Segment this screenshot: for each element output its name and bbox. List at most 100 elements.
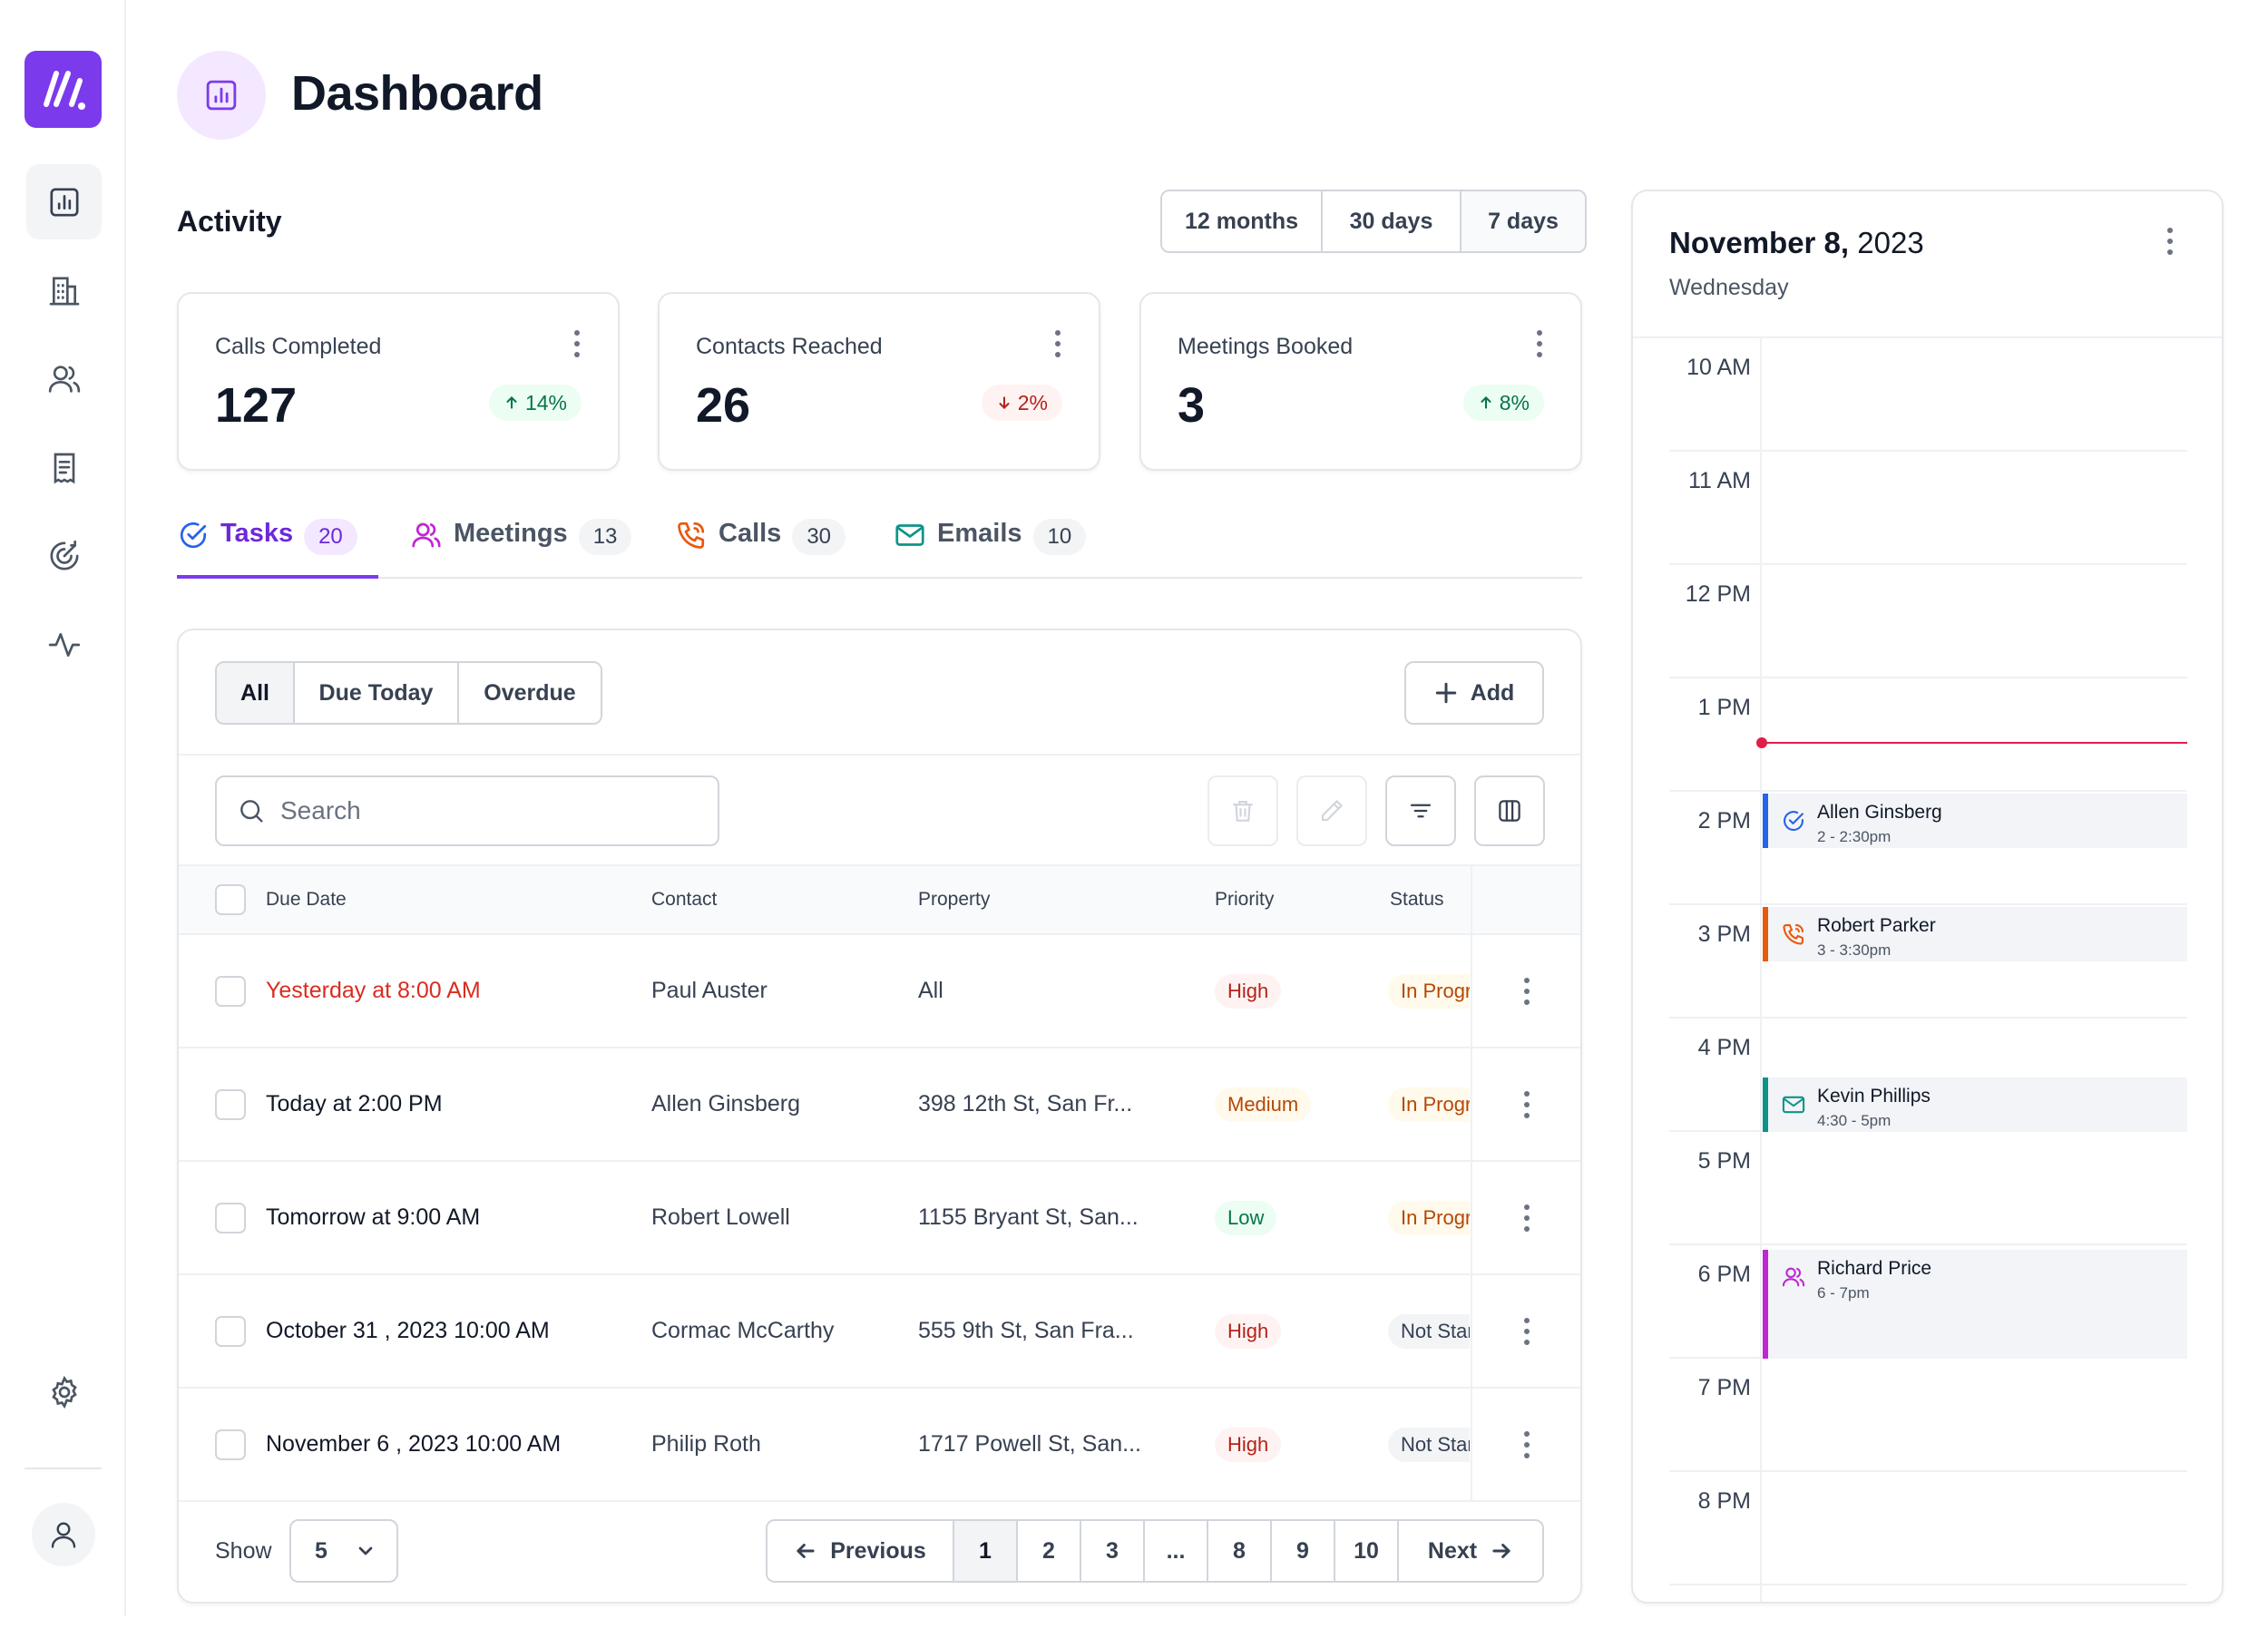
hour-line [1669, 677, 2187, 678]
property-cell: 1717 Powell St, San... [918, 1431, 1141, 1457]
contact-cell: Philip Roth [651, 1431, 761, 1457]
more-options-icon[interactable] [1535, 330, 1544, 357]
range-7-days-button[interactable]: 7 days [1461, 191, 1585, 251]
columns-button[interactable] [1474, 775, 1545, 846]
more-options-icon[interactable] [572, 330, 582, 357]
nav-activity[interactable] [26, 607, 102, 682]
logo-icon [43, 70, 85, 110]
calendar-event-task[interactable]: Allen Ginsberg 2 - 2:30pm [1763, 794, 2187, 848]
stat-value: 26 [696, 378, 751, 433]
page-button-1[interactable]: 1 [954, 1521, 1018, 1581]
column-header-due-date[interactable]: Due Date [266, 889, 347, 910]
app-logo[interactable] [24, 51, 102, 128]
tab-calls[interactable]: Calls 30 [675, 512, 846, 579]
page-size-select[interactable]: 5 [289, 1519, 398, 1583]
search-input[interactable] [280, 796, 679, 825]
hour-label: 12 PM [1685, 581, 1751, 607]
more-options-icon [1522, 1204, 1531, 1232]
add-task-button[interactable]: Add [1404, 661, 1544, 725]
hour-label: 6 PM [1697, 1262, 1751, 1287]
nav-properties[interactable] [26, 253, 102, 328]
column-header-property[interactable]: Property [918, 889, 991, 910]
filter-due-today-button[interactable]: Due Today [295, 663, 459, 723]
row-checkbox[interactable] [215, 1203, 246, 1233]
current-time-indicator [1763, 742, 2187, 744]
select-all-checkbox[interactable] [215, 884, 246, 915]
nav-contacts[interactable] [26, 341, 102, 416]
filter-button[interactable] [1385, 775, 1456, 846]
filter-overdue-button[interactable]: Overdue [459, 663, 601, 723]
filter-lines-icon [1410, 804, 1432, 818]
table-row[interactable]: November 6 , 2023 10:00 AM Philip Roth 1… [179, 1389, 1580, 1502]
stat-change-value: 14% [524, 390, 567, 414]
more-options-icon [1522, 1317, 1531, 1345]
calendar-event-call[interactable]: Robert Parker 3 - 3:30pm [1763, 907, 2187, 961]
filter-all-button[interactable]: All [217, 663, 295, 723]
nav-documents[interactable] [26, 430, 102, 505]
range-30-days-button[interactable]: 30 days [1323, 191, 1461, 251]
row-actions-button[interactable] [1471, 1389, 1580, 1500]
pagination: Previous 1 2 3 ... 8 9 10 Next [766, 1519, 1544, 1583]
event-title: Robert Parker [1817, 915, 1936, 936]
table-header-actions [1471, 866, 1580, 933]
delete-button[interactable] [1207, 775, 1278, 846]
tab-count: 20 [304, 519, 357, 555]
tab-label: Calls [719, 519, 782, 548]
table-header: Due Date Contact Property Priority Statu… [179, 864, 1580, 935]
priority-cell: Low [1215, 1162, 1277, 1273]
status-badge: Not Started [1388, 1313, 1470, 1349]
nav-dashboard[interactable] [26, 164, 102, 239]
row-checkbox[interactable] [215, 976, 246, 1007]
hour-line [1669, 1243, 2187, 1245]
nav-settings[interactable] [26, 1354, 102, 1429]
row-actions-button[interactable] [1471, 1162, 1580, 1273]
sidebar-divider [24, 1467, 102, 1469]
tab-tasks[interactable]: Tasks 20 [177, 512, 378, 579]
tab-meetings[interactable]: Meetings 13 [410, 512, 632, 579]
table-row[interactable]: Yesterday at 8:00 AM Paul Auster All Hig… [179, 935, 1580, 1048]
next-page-button[interactable]: Next [1399, 1521, 1542, 1581]
pulse-icon [48, 632, 80, 657]
row-actions-button[interactable] [1471, 1275, 1580, 1387]
row-checkbox[interactable] [215, 1429, 246, 1460]
column-header-priority[interactable]: Priority [1215, 889, 1275, 910]
page-button-8[interactable]: 8 [1208, 1521, 1272, 1581]
previous-page-button[interactable]: Previous [767, 1521, 954, 1581]
row-checkbox[interactable] [215, 1089, 246, 1120]
contact-cell: Paul Auster [651, 978, 767, 1003]
contact-cell: Allen Ginsberg [651, 1091, 800, 1116]
table-row[interactable]: Tomorrow at 9:00 AM Robert Lowell 1155 B… [179, 1162, 1580, 1275]
table-row[interactable]: Today at 2:00 PM Allen Ginsberg 398 12th… [179, 1048, 1580, 1162]
property-cell: 555 9th St, San Fra... [918, 1318, 1134, 1343]
row-checkbox[interactable] [215, 1316, 246, 1347]
page-button-9[interactable]: 9 [1272, 1521, 1335, 1581]
stat-change-badge: 2% [981, 385, 1062, 421]
column-header-status[interactable]: Status [1390, 889, 1444, 910]
add-label: Add [1470, 679, 1515, 706]
edit-button[interactable] [1296, 775, 1367, 846]
page-button-10[interactable]: 10 [1335, 1521, 1399, 1581]
check-circle-icon [1784, 811, 1804, 832]
more-options-icon[interactable] [2165, 228, 2175, 255]
more-options-icon [1522, 1090, 1531, 1118]
calendar-event-meeting[interactable]: Richard Price 6 - 7pm [1763, 1250, 2187, 1359]
property-cell: 398 12th St, San Fr... [918, 1091, 1133, 1116]
calendar-event-email[interactable]: Kevin Phillips 4:30 - 5pm [1763, 1077, 2187, 1132]
page-button-3[interactable]: 3 [1081, 1521, 1145, 1581]
priority-cell: High [1215, 935, 1282, 1047]
tab-emails[interactable]: Emails 10 [894, 512, 1087, 579]
table-row[interactable]: October 31 , 2023 10:00 AM Cormac McCart… [179, 1275, 1580, 1389]
users-icon [48, 365, 80, 393]
row-actions-button[interactable] [1471, 1048, 1580, 1160]
row-actions-button[interactable] [1471, 935, 1580, 1047]
range-12-months-button[interactable]: 12 months [1162, 191, 1323, 251]
user-avatar[interactable] [32, 1503, 95, 1566]
calendar-month-day: November 8, [1669, 226, 1850, 259]
nav-goals[interactable] [26, 518, 102, 593]
page-button-2[interactable]: 2 [1018, 1521, 1081, 1581]
tab-label: Meetings [454, 519, 568, 548]
hour-label: 7 PM [1697, 1375, 1751, 1400]
more-options-icon [1522, 977, 1531, 1005]
more-options-icon[interactable] [1053, 330, 1062, 357]
column-header-contact[interactable]: Contact [651, 889, 718, 910]
